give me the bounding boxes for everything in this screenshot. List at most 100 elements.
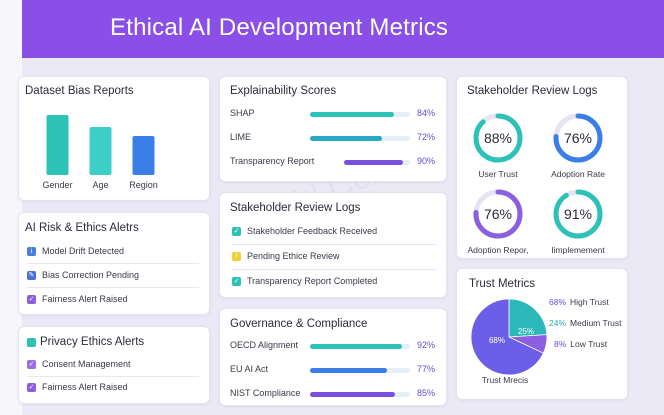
review-rings-card: Stakeholder Review Logs 88% User Trust 76%… bbox=[456, 76, 628, 259]
check-icon: ✓ bbox=[232, 227, 241, 236]
legend-entry: 8% Low Trust bbox=[554, 339, 607, 349]
divider bbox=[27, 375, 199, 377]
check-icon: ✓ bbox=[27, 360, 36, 369]
review-logs-title: Stakeholder Review Logs bbox=[230, 202, 361, 214]
bias-bar-region bbox=[132, 136, 155, 175]
review-logs-item-label[interactable]: Pending Ethice Review bbox=[247, 251, 340, 261]
progress-value: 72% bbox=[416, 132, 435, 142]
legend-value: 24% bbox=[549, 318, 567, 328]
ring-value: 76% bbox=[563, 130, 593, 146]
ring-value: 88% bbox=[483, 130, 513, 146]
ring-value: 91% bbox=[563, 206, 593, 222]
governance-title: Governance & Compliance bbox=[230, 318, 368, 330]
progress-fill bbox=[344, 160, 404, 165]
trust-pie-chart: 68% 25% bbox=[470, 298, 548, 376]
progress-value: 90% bbox=[416, 156, 435, 166]
risk-alerts-item-label[interactable]: Fairness Alert Raised bbox=[42, 294, 128, 304]
explainability-card: Explainability Scores SHAP 84% LIME 72% Tran… bbox=[219, 76, 447, 182]
progress-value: 92% bbox=[416, 340, 435, 350]
governance-item-label: NIST Compliance bbox=[230, 388, 301, 398]
pie-inner-label: 68% bbox=[489, 336, 505, 345]
bias-bar-gender bbox=[46, 115, 69, 175]
progress-fill bbox=[310, 344, 402, 349]
legend-label: High Trust bbox=[570, 297, 609, 307]
dataset-bias-card: Dataset Bias Reports Gender Age Region bbox=[18, 76, 210, 201]
divider bbox=[232, 268, 436, 270]
ring-chart bbox=[553, 113, 603, 163]
governance-item-label: OECD Alignment bbox=[230, 340, 299, 350]
ring-arc bbox=[553, 189, 603, 239]
ring-arc bbox=[553, 113, 603, 163]
legend-entry: 24% Medium Trust bbox=[549, 318, 622, 328]
trust-metrics-title: Trust Metrics bbox=[469, 278, 536, 290]
ring-arc bbox=[473, 189, 523, 239]
page-title: Ethical AI Development Metrics bbox=[110, 14, 449, 41]
left-edge bbox=[0, 0, 22, 415]
risk-alerts-item-label[interactable]: Model Drift Detected bbox=[42, 246, 125, 256]
ring-label: Adoption Rate bbox=[551, 169, 605, 179]
explainability-item-label: LIME bbox=[230, 132, 252, 142]
progress-fill bbox=[310, 392, 395, 397]
dataset-bias-chart: Gender Age Region bbox=[42, 115, 158, 190]
legend-entry: 68% High Trust bbox=[549, 297, 609, 307]
divider bbox=[232, 243, 436, 245]
dataset-bias-title: Dataset Bias Reports bbox=[25, 85, 134, 97]
check-icon: ✓ bbox=[27, 295, 36, 304]
explainability-title: Explainability Scores bbox=[230, 85, 337, 97]
bias-bar-age bbox=[89, 127, 112, 175]
alert-icon: ! bbox=[232, 252, 241, 261]
info-icon: i bbox=[27, 247, 36, 256]
privacy-alerts-card: Privacy Ethics Alerts ✓ Consent Managemen… bbox=[18, 326, 210, 404]
page-header: Ethical AI Development Metrics bbox=[22, 0, 664, 58]
trust-caption: Trust Mrecis bbox=[481, 375, 529, 385]
progress-track bbox=[310, 392, 410, 397]
privacy-title-icon bbox=[27, 338, 36, 347]
review-logs-item-label[interactable]: Stakeholder Feedback Received bbox=[247, 226, 378, 236]
ring-label: Adoption Repor, bbox=[467, 245, 529, 255]
legend-value: 68% bbox=[549, 297, 567, 307]
progress-fill bbox=[310, 112, 394, 117]
pie-slice-medium-trust bbox=[508, 298, 548, 338]
legend-label: Low Trust bbox=[570, 339, 608, 349]
progress-fill bbox=[310, 368, 387, 373]
ring-chart bbox=[473, 113, 523, 163]
risk-alerts-title: AI Risk & Ethics Aletrs bbox=[25, 222, 139, 234]
progress-track bbox=[310, 344, 410, 349]
progress-fill bbox=[310, 136, 382, 141]
privacy-alerts-item-label[interactable]: Consent Management bbox=[42, 359, 131, 369]
ring-chart bbox=[473, 189, 523, 239]
pencil-icon: ✎ bbox=[27, 271, 36, 280]
privacy-alerts-title: Privacy Ethics Alerts bbox=[40, 336, 145, 348]
progress-value: 85% bbox=[416, 388, 435, 398]
progress-track bbox=[310, 136, 410, 141]
trust-metrics-card: Trust Metrics 68% 25% Trust Mrecis 68% Hig… bbox=[456, 268, 628, 400]
explainability-item-label: Transparency Report bbox=[230, 156, 315, 166]
divider bbox=[27, 263, 199, 264]
ring-label: Iimplemement bbox=[551, 245, 605, 255]
bias-tick-label: Age bbox=[92, 180, 108, 190]
legend-value: 8% bbox=[554, 339, 567, 349]
ring-value: 76% bbox=[483, 206, 513, 222]
pie-slice-high-trust bbox=[470, 298, 544, 376]
review-logs-item-label[interactable]: Transparency Report Completed bbox=[247, 276, 378, 286]
review-logs-card: Stakeholder Review Logs ✓ Stakeholder Fee… bbox=[219, 192, 447, 298]
bias-tick-label: Gender bbox=[42, 180, 72, 190]
privacy-alerts-item-label[interactable]: Fairness Alert Raised bbox=[42, 382, 128, 392]
check-icon: ✓ bbox=[27, 383, 36, 392]
progress-value: 84% bbox=[416, 108, 435, 118]
progress-track bbox=[310, 112, 410, 117]
risk-alerts-item-label[interactable]: Bias Correction Pending bbox=[42, 270, 140, 280]
ring-chart bbox=[553, 189, 603, 239]
ring-arc bbox=[473, 113, 523, 163]
bias-tick-label: Region bbox=[129, 180, 158, 190]
governance-card: Governance & Compliance OECD Alignment 92… bbox=[219, 308, 447, 406]
progress-track bbox=[310, 368, 410, 373]
progress-value: 77% bbox=[416, 364, 435, 374]
risk-alerts-card: AI Risk & Ethics Aletrs i Model Drift Det… bbox=[18, 212, 210, 315]
governance-item-label: EU AI Act bbox=[230, 364, 269, 374]
check-icon: ✓ bbox=[232, 277, 241, 286]
explainability-item-label: SHAP bbox=[230, 108, 255, 118]
review-rings-title: Stakeholder Review Logs bbox=[467, 85, 598, 97]
ring-label: User Trust bbox=[478, 169, 518, 179]
progress-track bbox=[344, 160, 410, 165]
